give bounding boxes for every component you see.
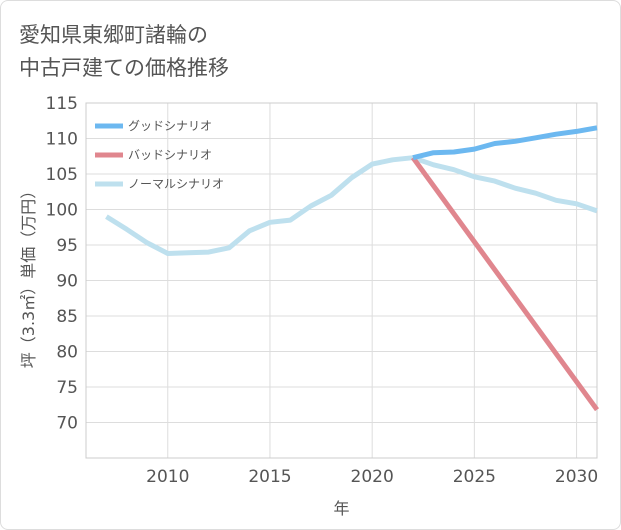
chart-title: 愛知県東郷町諸輪の 中古戸建ての価格推移 (19, 19, 229, 85)
y-tick-label: 110 (46, 130, 78, 150)
y-tick-label: 70 (56, 414, 78, 434)
y-tick-label: 95 (56, 236, 78, 256)
series-layer (105, 125, 600, 412)
x-axis-label: 年 (333, 499, 349, 518)
y-tick-label: 115 (46, 94, 78, 114)
y-tick-label: 100 (46, 201, 78, 221)
y-tick-labels: 70 75 80 85 90 95 100 105 110 115 (46, 94, 78, 434)
y-tick-label: 75 (56, 378, 78, 398)
y-tick-label: 90 (56, 272, 78, 292)
y-axis-label: 坪（3.3㎡）単価（万円） (19, 183, 38, 368)
grid-lines (86, 102, 597, 458)
x-tick-label: 2025 (453, 467, 496, 487)
plot-frame (85, 102, 598, 459)
x-tick-label: 2020 (351, 467, 394, 487)
legend-label: グッドシナリオ (128, 119, 212, 133)
y-tick-label: 85 (56, 307, 78, 327)
series-line-1 (412, 125, 598, 161)
series-line-2 (410, 156, 600, 412)
x-tick-label: 2010 (146, 467, 189, 487)
x-tick-label: 2030 (555, 467, 598, 487)
y-tick-label: 80 (56, 343, 78, 363)
x-tick-label: 2015 (248, 467, 291, 487)
chart-title-line2: 中古戸建ての価格推移 (19, 56, 229, 80)
series-line-3 (105, 155, 598, 256)
legend-label: バッドシナリオ (128, 148, 212, 162)
chart-title-line1: 愛知県東郷町諸輪の (19, 23, 208, 47)
legend-label: ノーマルシナリオ (128, 177, 224, 191)
x-tick-labels: 2010 2015 2020 2025 2030 (146, 467, 598, 487)
y-tick-label: 105 (46, 165, 78, 185)
